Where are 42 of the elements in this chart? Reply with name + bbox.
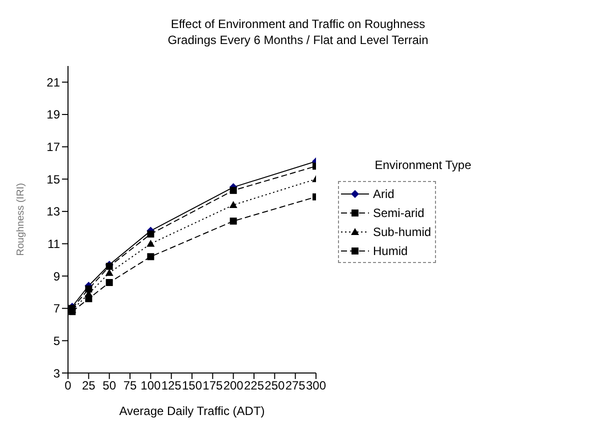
point (147, 230, 154, 238)
y-tick-label: 19 (46, 108, 60, 122)
x-axis-title: Average Daily Traffic (ADT) (119, 404, 265, 418)
point (230, 186, 237, 194)
x-tick-label: 275 (285, 378, 306, 393)
point (146, 240, 155, 247)
y-tick-label: 13 (46, 204, 60, 219)
x-tick-label: 300 (306, 378, 326, 393)
chart-title: Effect of Environment and Traffic on Roughness Gradings Every 6 Months / Flat and Level Terrain (166, 16, 430, 48)
y-tick-label: 15 (46, 172, 60, 186)
x-tick-label: 75 (123, 378, 137, 393)
y-tick-label: 9 (53, 269, 60, 284)
point (106, 279, 113, 286)
y-tick-label: 7 (53, 302, 60, 316)
x-tick-label: 175 (202, 378, 223, 393)
legend-title: Environment Type (374, 157, 472, 174)
x-tick-label: 125 (161, 378, 182, 393)
y-axis-title: Roughness (IRI) (16, 183, 27, 256)
point (68, 308, 76, 316)
y-tick-label: 11 (48, 236, 60, 251)
y-tick-label: 21 (46, 75, 60, 90)
point (147, 253, 154, 260)
point (229, 200, 238, 208)
x-tick-label: 100 (140, 378, 161, 393)
x-tick-label: 225 (244, 378, 264, 393)
y-tick-label: 3 (53, 366, 60, 380)
point (105, 268, 114, 276)
point (230, 218, 237, 225)
x-tick-label: 250 (264, 378, 285, 393)
x-tick-label: 50 (102, 378, 116, 393)
x-tick-label: 150 (182, 378, 202, 393)
x-tick-label: 200 (223, 378, 244, 393)
legend-label: Humid (373, 244, 408, 258)
legend-label: Sub-humid (373, 224, 432, 238)
point (85, 285, 92, 292)
y-tick-label: 5 (53, 334, 60, 348)
y-tick-label: 17 (46, 140, 60, 154)
x-tick-label: 0 (64, 378, 72, 393)
x-tick-label: 25 (82, 378, 96, 393)
point (85, 295, 92, 302)
legend-label: Semi-arid (373, 206, 424, 220)
legend-label: Arid (373, 186, 394, 200)
